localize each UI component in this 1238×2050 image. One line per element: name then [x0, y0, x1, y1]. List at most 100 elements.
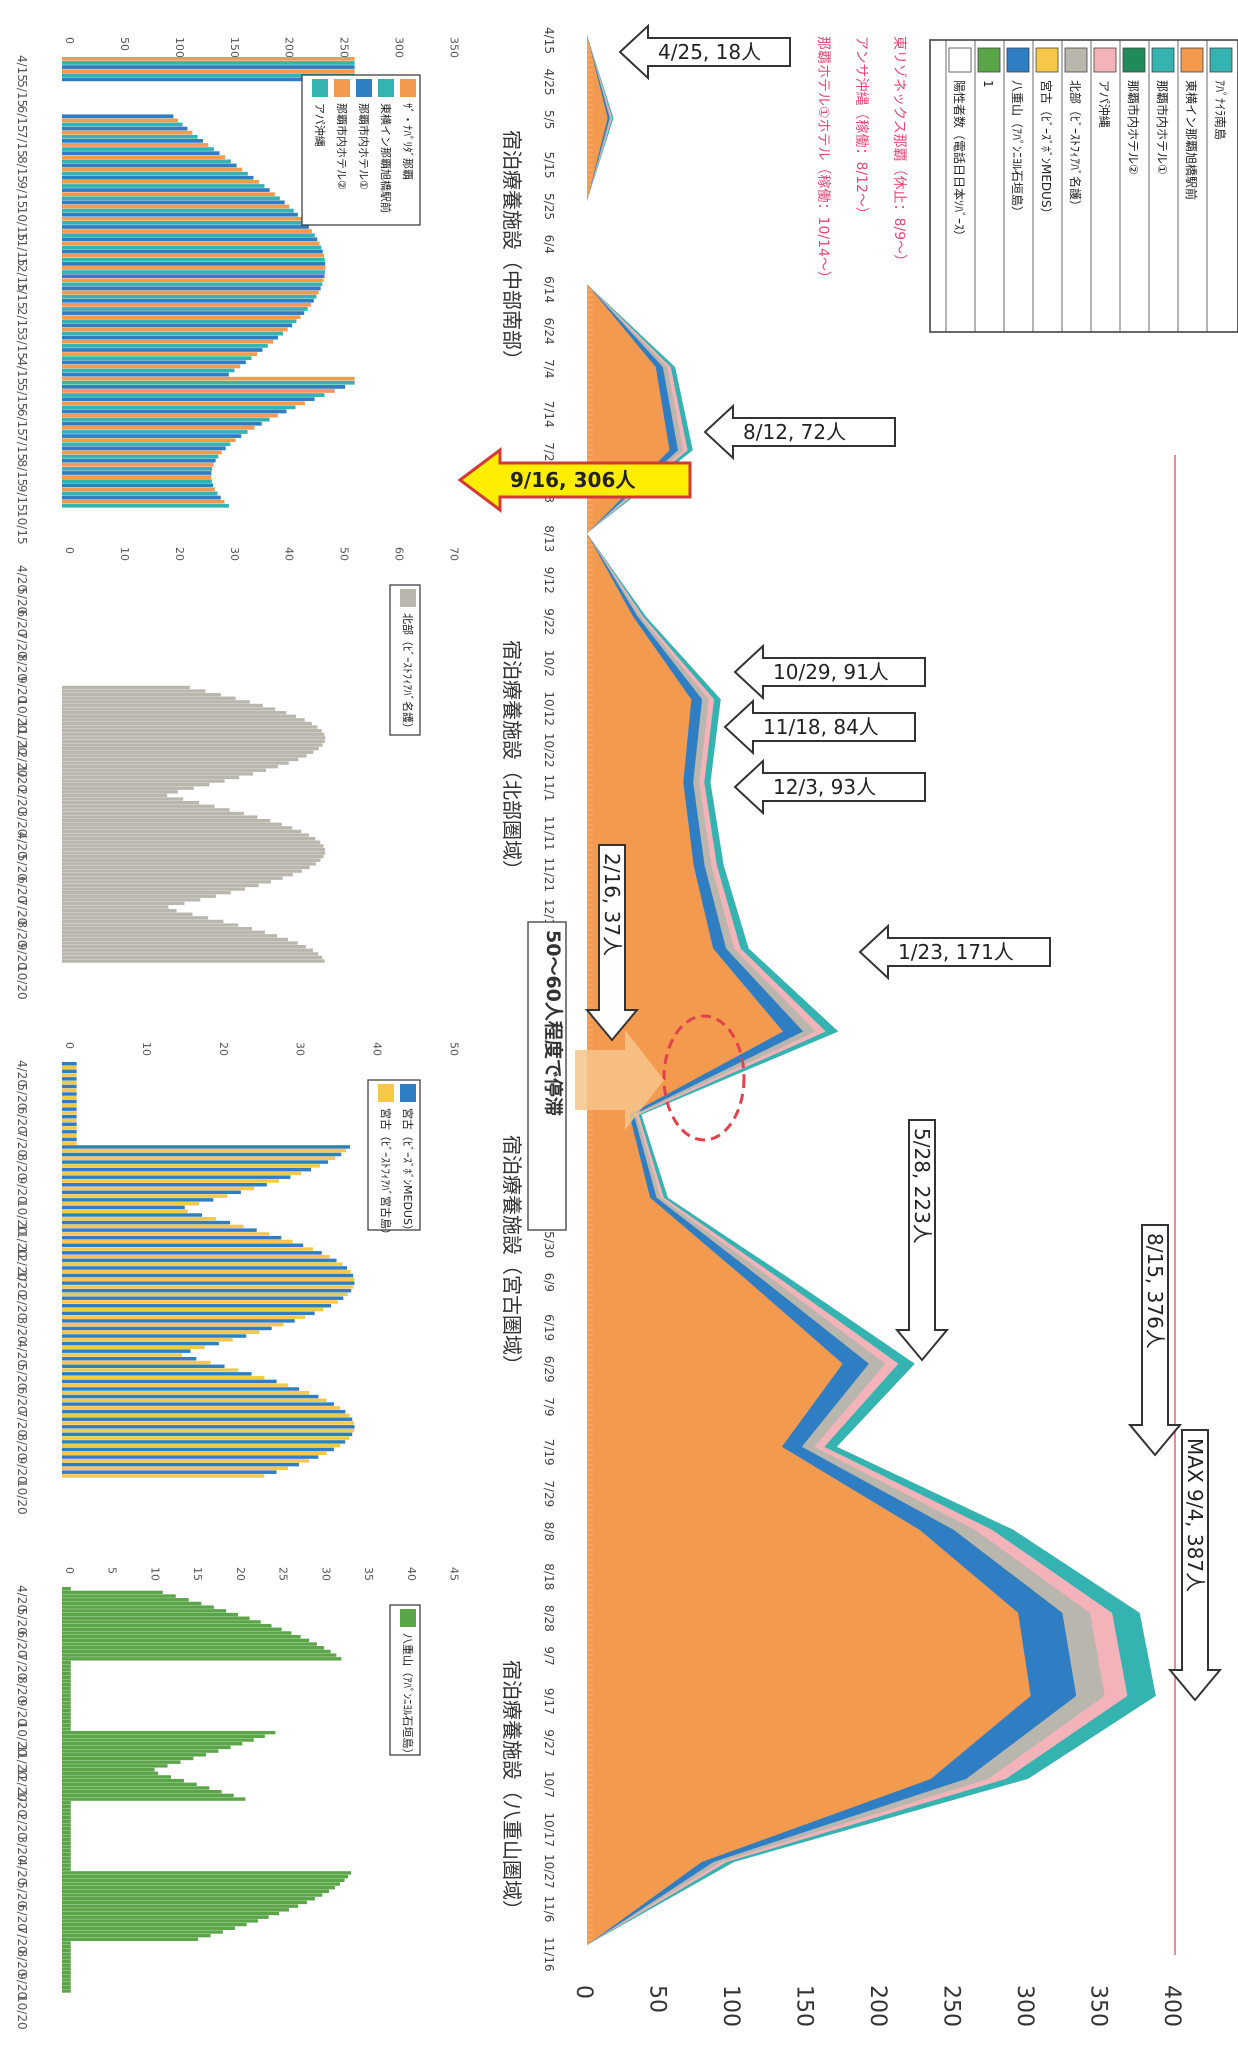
panel-bar: [62, 1262, 343, 1266]
panel-date-tick: 5/15: [15, 384, 29, 411]
panel-bar: [62, 1443, 341, 1448]
panel-bar: [62, 952, 319, 956]
panel-bar: [62, 401, 305, 406]
panel-bar: [62, 225, 309, 229]
main-value-tick: 300: [1012, 1985, 1037, 2027]
panel-bar: [62, 147, 214, 151]
panel-bar: [62, 1273, 354, 1278]
panel-date-tick: 9/15: [15, 181, 29, 208]
panel-bar: [62, 930, 266, 934]
panel-bar: [62, 344, 268, 348]
main-value-tick: 100: [718, 1985, 743, 2027]
panel-date-tick: 10/20: [15, 1480, 29, 1515]
panel-date-tick: 2/15: [15, 308, 29, 335]
panel-bar: [62, 1697, 71, 1702]
panel-date-tick: 7/15: [15, 131, 29, 158]
panel-legend-swatch: [378, 79, 394, 97]
panel-bar: [62, 376, 355, 381]
panel-bar: [62, 1952, 71, 1956]
main-date-tick: 10/17: [542, 1812, 556, 1847]
panel-bar: [62, 1126, 77, 1130]
annotation-label: 11/18, 84人: [763, 715, 879, 739]
panel-bar: [62, 1719, 71, 1724]
panel-bar: [62, 1428, 355, 1433]
panel-bar: [62, 1417, 353, 1421]
main-date-tick: 5/25: [542, 193, 556, 220]
panel-legend-swatch: [400, 1609, 416, 1627]
panel-value-tick: 50: [338, 547, 351, 561]
panel-bar: [62, 1364, 225, 1369]
panel-bar: [62, 1258, 337, 1263]
panel-bar: [62, 826, 293, 830]
panel-bar: [62, 941, 298, 945]
panel-bar: [62, 1956, 71, 1960]
panel-bar: [62, 208, 294, 213]
panel-bar: [62, 1304, 332, 1308]
panel-bar: [62, 1148, 347, 1153]
panel-date-tick: 10/20: [15, 1722, 29, 1757]
legend-swatch: [1209, 47, 1233, 73]
panel-date-tick: 6/20: [15, 1107, 29, 1134]
panel-value-tick: 20: [234, 1567, 247, 1581]
panel-bar: [62, 61, 355, 65]
main-date-tick: 5/15: [542, 152, 556, 179]
panel-bar: [62, 196, 280, 201]
panel-bar: [62, 229, 312, 233]
panel-bar: [62, 1368, 239, 1372]
panel-bar: [62, 163, 237, 168]
panel-value-tick: 40: [283, 547, 296, 561]
panel-bar: [62, 1160, 329, 1164]
panel-bar: [62, 241, 320, 246]
panel-bar: [62, 1716, 71, 1720]
main-date-tick: 7/14: [542, 401, 556, 428]
panel-legend-label: 那覇市内ホテル①: [357, 103, 371, 190]
panel-bar: [62, 1690, 71, 1694]
panel-bar: [62, 1889, 329, 1894]
panel-bar: [62, 1451, 327, 1456]
panel-bar: [62, 761, 289, 765]
panel-bar: [62, 1198, 214, 1202]
panel-bar: [62, 1981, 71, 1986]
panel-bar: [62, 372, 229, 377]
panel-bar: [62, 696, 236, 700]
panel-bar: [62, 905, 169, 909]
panel-bar: [62, 278, 324, 283]
panel-date-tick: 11/20: [15, 1744, 29, 1779]
panel-bar: [62, 1863, 71, 1868]
panel-date-tick: 7/20: [15, 1130, 29, 1157]
panel-bar: [62, 808, 230, 812]
panel-date-tick: 2/20: [15, 1293, 29, 1320]
panel-bar: [62, 1409, 346, 1414]
panel-bar: [62, 282, 323, 287]
main-date-tick: 7/4: [542, 359, 556, 378]
panel-bar: [62, 1251, 322, 1255]
panel-bar: [62, 1911, 280, 1916]
panel-bar: [62, 274, 325, 279]
panel-bar: [62, 703, 263, 708]
panel-bar: [62, 1288, 352, 1293]
panel-bar: [62, 1812, 71, 1816]
panel-bar: [62, 833, 310, 837]
panel-value-tick: 30: [294, 1042, 307, 1056]
main-date-tick: 11/16: [542, 1937, 556, 1972]
panel-date-tick: 5/20: [15, 1608, 29, 1635]
panel-bar: [62, 1874, 349, 1879]
main-date-tick: 4/15: [542, 27, 556, 54]
panel-date-tick: 12/20: [15, 1247, 29, 1282]
panel-legend-swatch: [356, 79, 372, 97]
panel-value-tick: 30: [228, 547, 241, 561]
panel-date-tick: 3/20: [15, 1317, 29, 1344]
panel-date-tick: 1/20: [15, 765, 29, 792]
panel-bar: [62, 891, 231, 895]
panel-bar: [62, 1867, 71, 1871]
panel-date-tick: 8/15: [15, 156, 29, 183]
panel-date-tick: 8/20: [15, 1949, 29, 1976]
panel-bar: [62, 368, 235, 373]
panel-date-tick: 6/20: [15, 876, 29, 903]
panel-bar: [62, 1292, 348, 1297]
main-value-tick: 350: [1086, 1985, 1111, 2027]
panel-bar: [62, 1133, 77, 1138]
panel-bar: [62, 1326, 272, 1331]
panel-bar: [62, 1786, 210, 1790]
